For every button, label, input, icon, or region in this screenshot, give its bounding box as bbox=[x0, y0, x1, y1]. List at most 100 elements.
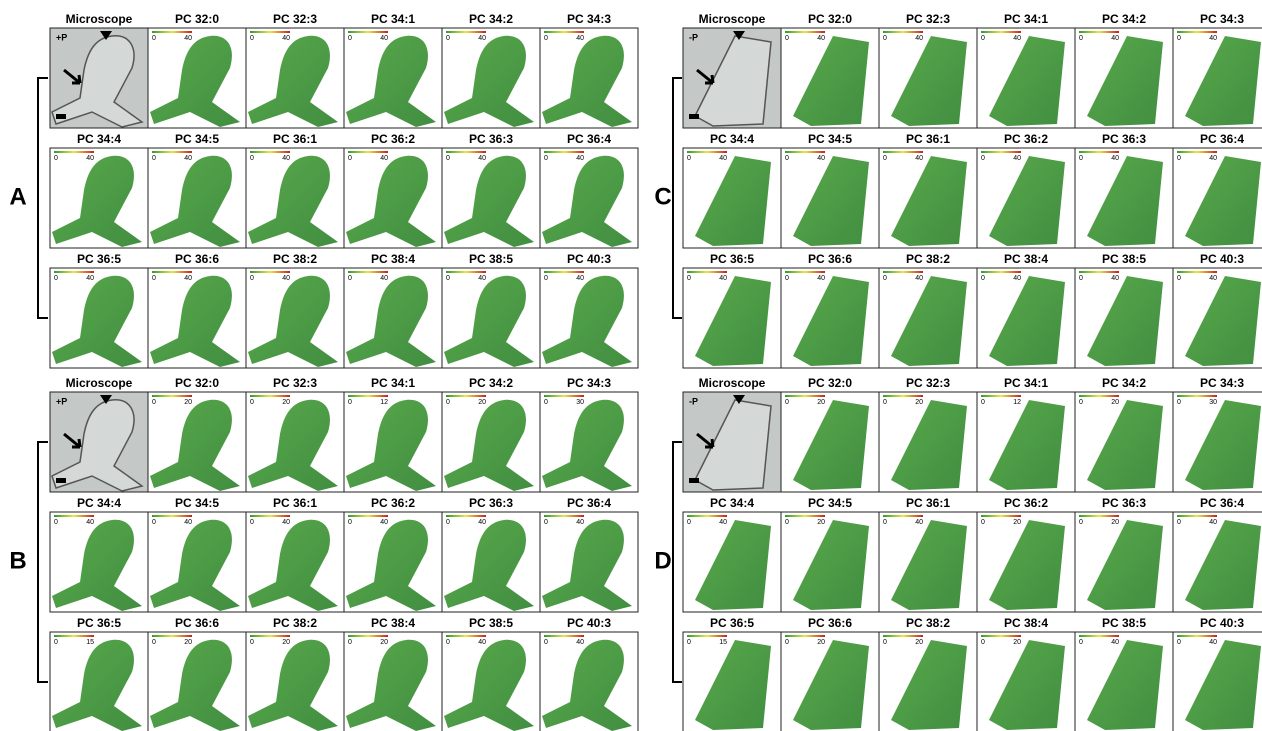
ion-image: 040 bbox=[246, 28, 344, 128]
scale-max: 40 bbox=[719, 275, 727, 282]
ion-image: 0 30 bbox=[1173, 392, 1262, 492]
scale-min: 0 bbox=[544, 639, 548, 646]
scale-min: 0 bbox=[981, 275, 985, 282]
scale-max: 20 bbox=[282, 639, 290, 646]
tile-title: PC 36:4 bbox=[1200, 496, 1244, 510]
tile-title: PC 36:5 bbox=[710, 616, 754, 630]
color-scale bbox=[348, 515, 388, 517]
tile-title: PC 36:4 bbox=[1200, 132, 1244, 146]
scale-max: 40 bbox=[380, 519, 388, 526]
tile-title: PC 36:6 bbox=[808, 252, 852, 266]
tile-title: PC 36:2 bbox=[1004, 496, 1048, 510]
scale-min: 0 bbox=[54, 639, 58, 646]
ion-image: 040 bbox=[540, 268, 638, 368]
tile-title: PC 36:1 bbox=[906, 132, 950, 146]
ion-image: 015 bbox=[683, 632, 781, 731]
tile-title: PC 36:2 bbox=[371, 496, 415, 510]
tile-title: PC 36:2 bbox=[371, 132, 415, 146]
tile-title: PC 34:4 bbox=[710, 132, 754, 146]
scale-max: 40 bbox=[380, 155, 388, 162]
panel: DMicroscope-PPC 32:0020PC 32:3020PC 34:1… bbox=[654, 376, 1262, 731]
ion-image: 040 bbox=[683, 512, 781, 612]
scale-min: 0 bbox=[544, 155, 548, 162]
ion-image: 040 bbox=[1075, 28, 1173, 128]
ion-image: 030 bbox=[540, 392, 638, 492]
color-scale bbox=[1177, 151, 1217, 153]
scale-min: 0 bbox=[1177, 399, 1181, 406]
scale-min: 0 bbox=[883, 275, 887, 282]
scale-max: 40 bbox=[576, 639, 584, 646]
ion-image: 040 bbox=[781, 148, 879, 248]
color-scale bbox=[544, 395, 584, 397]
tile-title: PC 38:5 bbox=[469, 252, 513, 266]
tile-title: PC 34:3 bbox=[567, 12, 611, 26]
tile-title: PC 40:3 bbox=[567, 252, 611, 266]
tile-title: PC 34:4 bbox=[77, 496, 121, 510]
scale-max: 20 bbox=[380, 639, 388, 646]
color-scale bbox=[981, 395, 1021, 397]
color-scale bbox=[1079, 271, 1119, 273]
microscope-image: -P bbox=[683, 392, 781, 492]
scale-max: 30 bbox=[1209, 399, 1217, 406]
tile-title: PC 34:2 bbox=[1102, 12, 1146, 26]
color-scale bbox=[1079, 635, 1119, 637]
color-scale bbox=[687, 635, 727, 637]
figure: AMicroscope+PPC 32:0040PC 32:3040PC 34:1… bbox=[0, 0, 1262, 731]
scale-min: 0 bbox=[446, 399, 450, 406]
ion-image: 012 bbox=[977, 392, 1075, 492]
scale-min: 0 bbox=[544, 275, 548, 282]
color-scale bbox=[250, 31, 290, 33]
color-scale bbox=[152, 635, 192, 637]
color-scale bbox=[348, 31, 388, 33]
scale-min: 0 bbox=[785, 155, 789, 162]
color-scale bbox=[544, 151, 584, 153]
tile-title: PC 32:0 bbox=[175, 12, 219, 26]
tile-title: PC 36:5 bbox=[77, 252, 121, 266]
scale-max: 40 bbox=[576, 155, 584, 162]
scale-bar bbox=[689, 478, 699, 483]
scale-min: 0 bbox=[981, 155, 985, 162]
tile-title: PC 36:1 bbox=[273, 132, 317, 146]
scale-min: 0 bbox=[1177, 519, 1181, 526]
tile-title: PC 34:5 bbox=[175, 496, 219, 510]
scale-max: 20 bbox=[817, 639, 825, 646]
scale-min: 0 bbox=[1177, 639, 1181, 646]
tile-title: PC 36:6 bbox=[175, 616, 219, 630]
color-scale bbox=[348, 151, 388, 153]
color-scale bbox=[544, 635, 584, 637]
scale-max: 40 bbox=[184, 35, 192, 42]
scale-min: 0 bbox=[981, 519, 985, 526]
panel-label: C bbox=[654, 183, 671, 210]
color-scale bbox=[883, 395, 923, 397]
scale-max: 40 bbox=[86, 155, 94, 162]
scale-max: 40 bbox=[1209, 275, 1217, 282]
scale-min: 0 bbox=[1079, 35, 1083, 42]
scale-min: 0 bbox=[1177, 35, 1181, 42]
scale-min: 0 bbox=[250, 639, 254, 646]
scale-max: 20 bbox=[915, 399, 923, 406]
scale-min: 0 bbox=[348, 399, 352, 406]
tile-title: PC 36:4 bbox=[567, 496, 611, 510]
scale-min: 0 bbox=[981, 35, 985, 42]
tile-title: PC 36:6 bbox=[175, 252, 219, 266]
ion-image: 0 20 bbox=[246, 632, 344, 731]
ion-image: 040 bbox=[781, 268, 879, 368]
color-scale bbox=[785, 395, 825, 397]
scale-max: 40 bbox=[380, 275, 388, 282]
scale-max: 40 bbox=[1013, 35, 1021, 42]
scale-max: 40 bbox=[282, 519, 290, 526]
tile-title: PC 38:5 bbox=[469, 616, 513, 630]
bracket bbox=[673, 442, 682, 682]
tile-title: PC 36:3 bbox=[469, 496, 513, 510]
color-scale bbox=[785, 151, 825, 153]
ion-image: 040 bbox=[1075, 148, 1173, 248]
scale-max: 40 bbox=[915, 155, 923, 162]
ion-image: 040 bbox=[879, 268, 977, 368]
ion-image: 040 bbox=[148, 28, 246, 128]
scale-max: 40 bbox=[719, 155, 727, 162]
